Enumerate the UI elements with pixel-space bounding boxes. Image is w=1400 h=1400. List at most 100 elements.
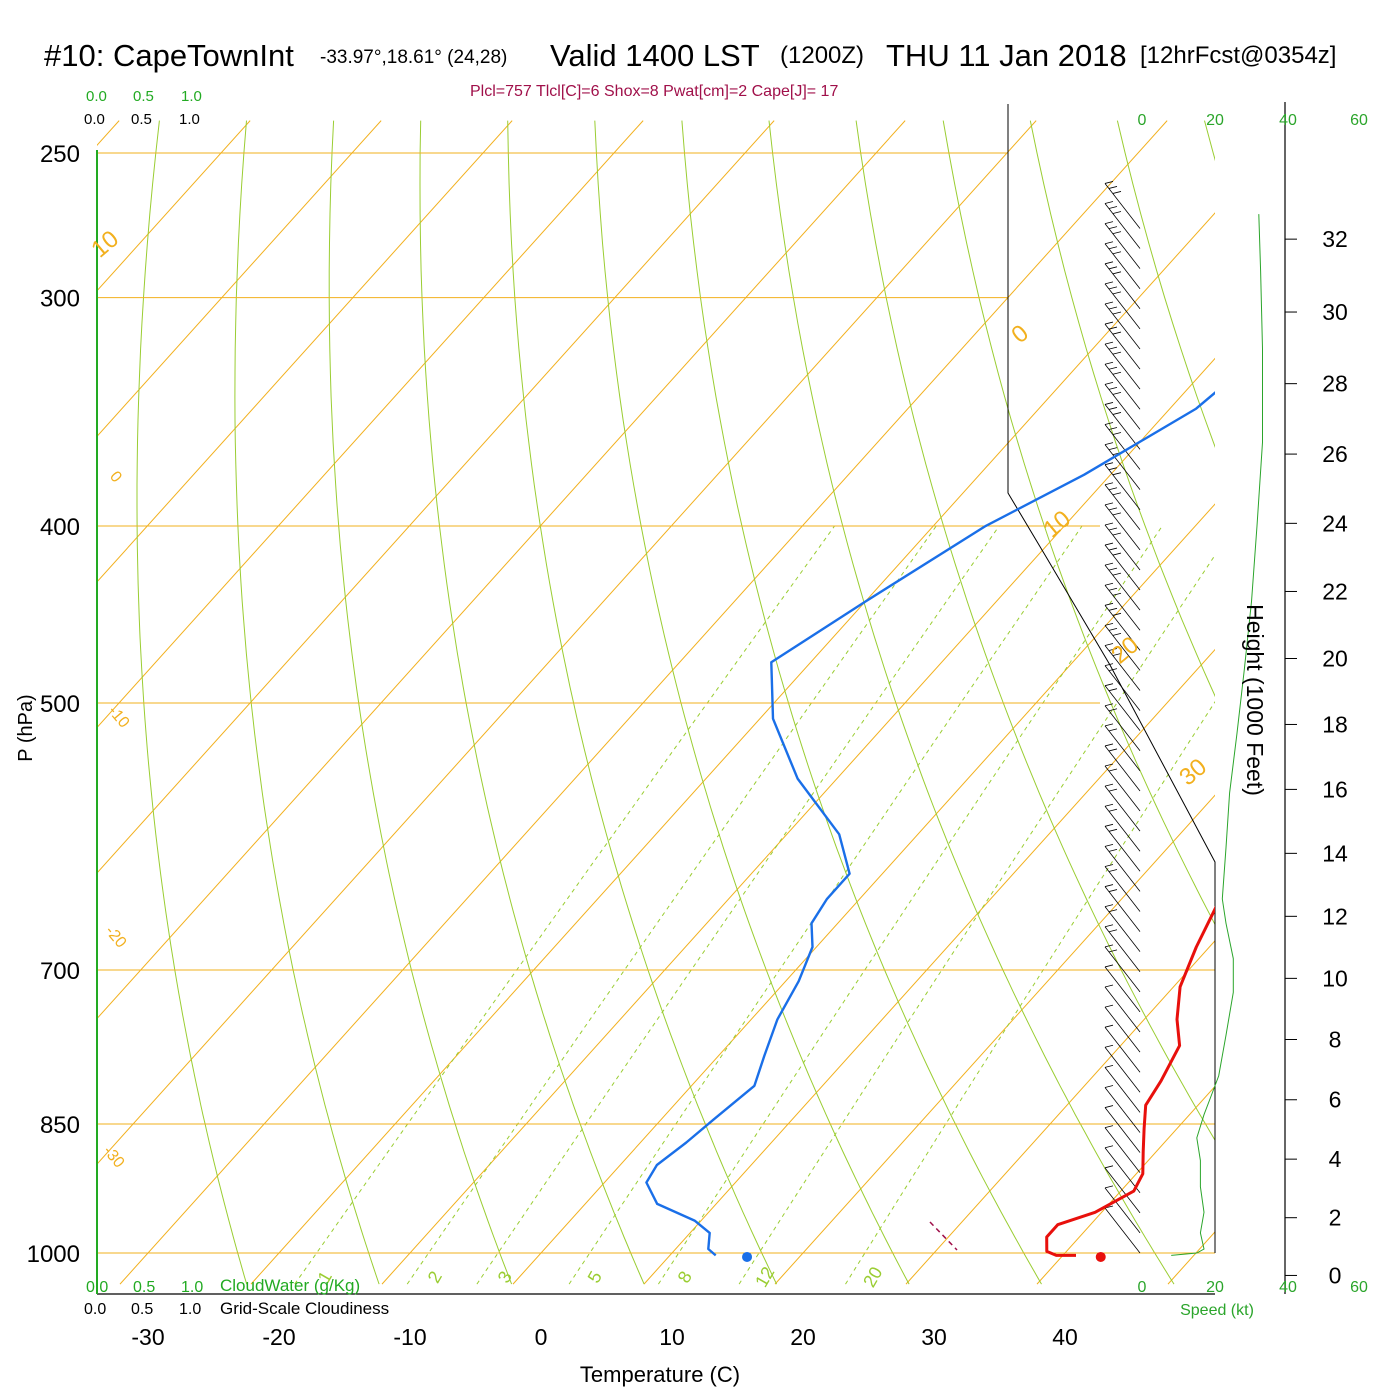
wind-barb-staff	[1104, 1147, 1141, 1193]
wind-barb-flag	[1104, 823, 1114, 827]
wind-barb-flag	[1112, 432, 1122, 435]
wind-barb-flag	[1108, 507, 1118, 511]
wind-barb-flag	[1108, 628, 1118, 631]
height-tick-label: 12	[1322, 903, 1348, 929]
wind-barb-staff	[1104, 564, 1141, 611]
wind-barb-staff	[1104, 303, 1141, 350]
wind-barb-staff	[1104, 1067, 1141, 1113]
wind-barb-flag	[1112, 612, 1122, 616]
wind-barb-staff	[1104, 1207, 1141, 1254]
wind-barb	[1104, 321, 1141, 370]
wind-barb-flag	[1108, 849, 1118, 852]
pressure-tick-label: 850	[40, 1112, 80, 1139]
wind-barb-flag	[1104, 864, 1114, 867]
dry-adiabat-line	[136, 120, 248, 1285]
wind-barb	[1104, 1024, 1141, 1073]
x-tick-label: 40	[1052, 1324, 1078, 1350]
x-tick-label: -20	[262, 1324, 295, 1350]
wind-barb-staff	[1104, 685, 1141, 731]
wind-barb-flag	[1104, 1145, 1114, 1149]
wind-barb	[1104, 1044, 1141, 1093]
wind-barb-flag	[1104, 402, 1114, 405]
wind-barb	[1104, 301, 1141, 350]
isotherm-line	[97, 120, 906, 1020]
wind-barb	[1104, 864, 1141, 912]
dry-adiabat-line	[507, 120, 778, 1285]
wind-barb-flag	[1104, 281, 1114, 285]
isotherm-value-label: -20	[102, 923, 130, 952]
wind-barb-flag	[1112, 552, 1122, 556]
cloudiness-tick-top: 0.0	[84, 111, 105, 128]
wind-barb	[1104, 1185, 1141, 1234]
wind-barb	[1104, 181, 1141, 229]
wind-barb	[1104, 201, 1141, 249]
wind-barb	[1104, 924, 1141, 972]
height-tick-label: 26	[1322, 441, 1348, 467]
mixing-ratio-line	[657, 525, 1163, 1285]
wind-barb-staff	[1104, 323, 1141, 370]
wind-barb-flag	[1104, 723, 1114, 727]
wind-barb-staff	[1104, 765, 1141, 812]
wind-barb-flag	[1104, 1085, 1114, 1088]
wind-barb-flag	[1112, 231, 1122, 235]
wind-barb-flag	[1104, 904, 1114, 908]
isotherm-line	[774, 794, 1215, 1285]
wind-barb-flag	[1104, 984, 1114, 988]
dewpoint-line	[645, 391, 1215, 1257]
wind-barb-staff	[1104, 986, 1141, 1033]
wind-barb	[1104, 562, 1141, 611]
wind-barb-staff	[1104, 1107, 1141, 1153]
wind-barb	[1104, 904, 1141, 952]
isotherm-value-label: 30	[1174, 753, 1212, 791]
wind-barb	[1104, 261, 1141, 310]
height-tick-label: 28	[1322, 371, 1348, 397]
wind-barb-flag	[1108, 286, 1118, 290]
dry-adiabat-line	[855, 120, 1215, 1142]
wind-barb-flag	[1108, 467, 1118, 471]
wind-barb-flag	[1108, 587, 1118, 591]
cloudwater-tick-bottom: 0.5	[133, 1279, 155, 1296]
wind-barb	[1104, 361, 1141, 410]
height-tick-label: 2	[1329, 1205, 1342, 1231]
surface-temperature-marker	[1095, 1251, 1106, 1262]
isotherm-line	[250, 212, 1215, 1285]
wind-barb-flag	[1108, 748, 1118, 752]
isotherm-value-label: 10	[1038, 505, 1076, 543]
wind-barb-flag	[1104, 1064, 1114, 1068]
wind-barb-flag	[1104, 442, 1114, 445]
wind-barb	[1104, 964, 1141, 1013]
wind-barb-flag	[1108, 527, 1118, 531]
wind-barb-staff	[1104, 1026, 1141, 1073]
wind-barb-flag	[1108, 186, 1118, 189]
wind-barb-flag	[1108, 949, 1118, 953]
height-tick-label: 0	[1329, 1262, 1342, 1288]
wind-barb	[1104, 683, 1141, 731]
isotherm-value-label: -10	[105, 703, 133, 732]
wind-barb-flag	[1104, 582, 1114, 586]
cloudwater-tick-top: 0.0	[86, 88, 107, 105]
wind-barb-flag	[1112, 191, 1122, 194]
wind-barb	[1104, 241, 1141, 289]
wind-barb	[1104, 763, 1141, 812]
cloudwater-tick-bottom: 1.0	[181, 1279, 203, 1296]
cloudwater-label: CloudWater (g/Kg)	[220, 1276, 360, 1295]
wind-barb-staff	[1104, 263, 1141, 310]
wind-barb-flag	[1104, 763, 1114, 767]
wind-barb-flag	[1104, 1024, 1114, 1028]
wind-barb-staff	[1104, 524, 1141, 571]
cloudiness-tick-top: 0.5	[131, 111, 152, 128]
dry-adiabat-line	[942, 120, 1215, 926]
mixing-ratio-value-label: 20	[859, 1263, 886, 1290]
mixing-ratio-lines	[294, 525, 1215, 1285]
wind-barb	[1104, 944, 1141, 993]
wind-barb-staff	[1104, 1006, 1141, 1053]
y-axis-label: P (hPa)	[15, 694, 37, 761]
isotherm-line	[97, 120, 513, 583]
wind-barb-staff	[1104, 1167, 1141, 1214]
wind-barb-staff	[1104, 424, 1141, 470]
wind-barb-flag	[1112, 351, 1122, 355]
station-title: #10: CapeTownInt	[44, 38, 294, 73]
wind-barb-flag	[1112, 592, 1122, 596]
wind-barb-flag	[1104, 1185, 1114, 1189]
